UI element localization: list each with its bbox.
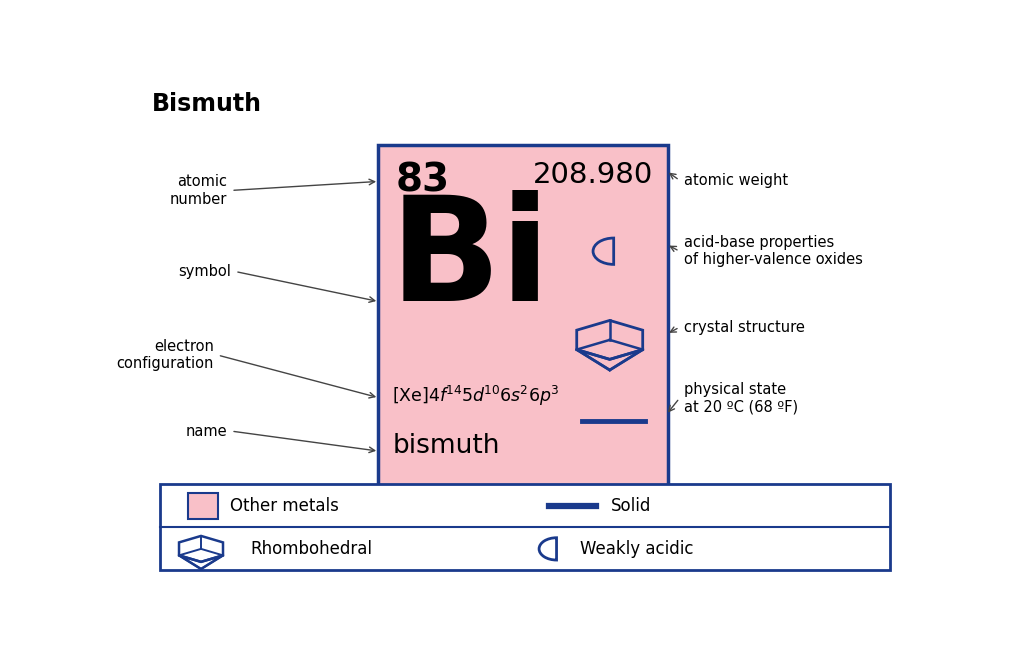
Text: atomic
number: atomic number <box>170 174 227 207</box>
Text: acid-base properties
of higher-valence oxides: acid-base properties of higher-valence o… <box>684 235 862 267</box>
Text: physical state
at 20 ºC (68 ºF): physical state at 20 ºC (68 ºF) <box>684 382 798 415</box>
Text: symbol: symbol <box>178 264 231 279</box>
Text: Rhombohedral: Rhombohedral <box>250 540 372 558</box>
FancyBboxPatch shape <box>160 484 890 570</box>
Text: 83: 83 <box>395 161 450 199</box>
Text: bismuth: bismuth <box>392 433 500 459</box>
Text: Bi: Bi <box>390 190 551 332</box>
FancyBboxPatch shape <box>378 145 668 497</box>
Text: 208.980: 208.980 <box>534 161 653 189</box>
Text: Weakly acidic: Weakly acidic <box>581 540 694 558</box>
FancyBboxPatch shape <box>187 493 218 519</box>
Text: Solid: Solid <box>610 497 651 515</box>
Text: atomic weight: atomic weight <box>684 173 787 188</box>
Text: name: name <box>185 424 227 439</box>
Text: Bismuth: Bismuth <box>152 91 262 116</box>
Text: [Xe]4$f$$^{14}$5$d$$^{10}$6$s$$^{2}$6$p$$^{3}$: [Xe]4$f$$^{14}$5$d$$^{10}$6$s$$^{2}$6$p$… <box>392 384 559 408</box>
Text: crystal structure: crystal structure <box>684 320 805 335</box>
Text: electron
configuration: electron configuration <box>117 339 214 371</box>
Text: Other metals: Other metals <box>229 497 339 515</box>
